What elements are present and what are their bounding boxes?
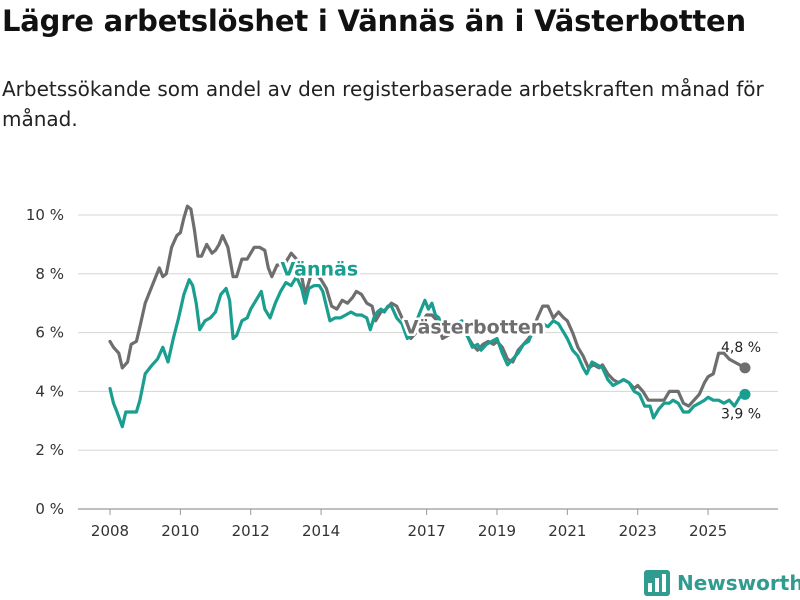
y-tick-label: 6 % [35,324,64,342]
end-value-label-v-nn-s: 3,9 % [721,406,761,422]
x-tick-label: 2012 [232,522,270,540]
series-line-v-nn-s [108,275,747,429]
series-line-v-sterbotten [108,204,747,408]
x-tick-label: 2019 [478,522,516,540]
y-axis-ticks: 0 % 2 % 4 % 6 % 8 % 10 % [26,206,64,518]
y-tick-label: 10 % [26,206,64,224]
end-value-label-v-sterbotten: 4,8 % [721,340,761,356]
x-tick-label: 2010 [161,522,199,540]
series-label-v-nn-s: Vännäs [280,258,358,280]
y-tick-label: 2 % [35,441,64,459]
series-lines [108,204,751,429]
brand-name: Newsworthy [677,571,800,595]
chart-subtitle: Arbetssökande som andel av den registerb… [2,77,764,131]
x-tick-label: 2008 [91,522,129,540]
x-tick-label: 2017 [408,522,446,540]
y-tick-label: 4 % [35,382,64,400]
end-point-v-sterbotten [739,362,751,374]
grid-lines [78,214,778,510]
x-tick-label: 2023 [619,522,657,540]
chart-title: Lägre arbetslöshet i Vännäs än i Västerb… [2,4,746,38]
y-tick-label: 8 % [35,265,64,283]
newsworthy-logo: Newsworthy [644,570,800,596]
x-tick-label: 2014 [302,522,340,540]
x-tick-label: 2025 [689,522,727,540]
x-tick-label: 2021 [548,522,586,540]
series-label-v-sterbotten: Västerbotten [404,316,544,338]
series-labels: 4,8 % 3,9 % Vännäs Västerbotten [278,256,761,423]
newsworthy-icon [644,570,670,596]
end-point-v-nn-s [739,388,751,400]
y-tick-label: 0 % [35,500,64,518]
x-axis-ticks: 2008 2010 2012 2014 2017 2019 2021 2023 2025 [91,509,727,540]
